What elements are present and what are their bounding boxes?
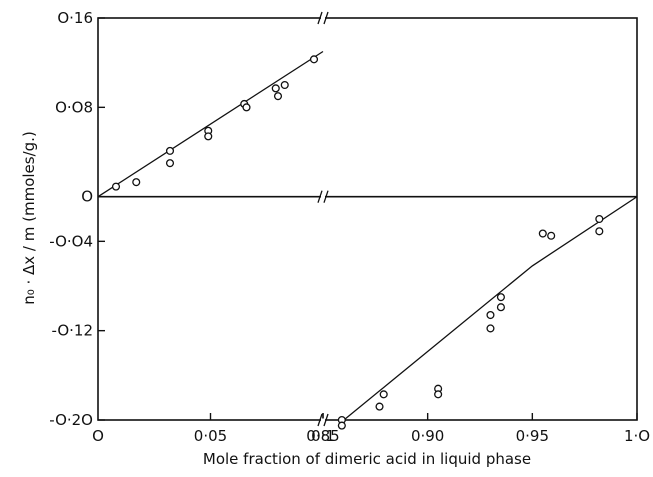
data-point [496, 303, 505, 312]
fit-line [343, 196, 638, 421]
data-point [486, 324, 495, 333]
x-tick-label: 0·95 [516, 427, 549, 445]
data-point [111, 182, 121, 191]
data-point [280, 80, 289, 90]
y-axis-ticks: O·16 O·O8 O -O·O4 -O·12 -O·2O [49, 9, 105, 429]
x-tick-label: 0·1 [311, 427, 335, 445]
x-tick-label: 0·85 [306, 427, 339, 445]
data-points [111, 55, 604, 430]
data-point [337, 421, 346, 430]
y-tick-label: -O·2O [49, 411, 93, 429]
x-tick-label: 1·O [624, 427, 650, 445]
x-axis-title: Mole fraction of dimeric acid in liquid … [203, 450, 531, 468]
plot-frame [97, 17, 638, 421]
axis-break-marks [317, 11, 329, 427]
data-point [271, 84, 280, 93]
break-mark [323, 190, 329, 203]
y-tick-label: O [81, 188, 93, 206]
y-tick-label: O·O8 [55, 98, 93, 116]
break-mark [317, 11, 323, 25]
data-point [204, 132, 213, 141]
break-gap [321, 16, 325, 20]
y-axis-title: n₀ · Δx / m (mmoles/g.) [20, 131, 38, 305]
data-point [538, 229, 547, 238]
data-point [132, 178, 141, 187]
data-point [547, 231, 556, 240]
data-point [486, 310, 495, 320]
data-point [496, 293, 505, 302]
break-gap [321, 418, 325, 422]
data-point [165, 146, 175, 155]
y-tick-label: -O·O4 [49, 232, 93, 250]
data-point [165, 159, 175, 168]
data-point [595, 227, 604, 236]
data-point [242, 103, 251, 112]
data-point [434, 390, 443, 399]
x-tick-label: 0·90 [411, 427, 444, 445]
data-point [309, 55, 319, 64]
data-point [375, 402, 384, 411]
break-mark [317, 190, 323, 203]
break-mark [323, 11, 329, 25]
y-tick-label: -O·12 [52, 322, 94, 340]
break-gap [321, 195, 325, 199]
break-mark [317, 413, 323, 427]
data-point [595, 214, 604, 224]
data-point [273, 92, 283, 101]
x-tick-label: O [92, 427, 104, 445]
fit-lines [97, 50, 638, 421]
data-point [379, 390, 388, 399]
break-mark [323, 413, 329, 427]
y-tick-label: O·16 [57, 9, 93, 27]
x-axis-ticks: O 0·05 0·10·85 0·90 0·95 1·O [92, 413, 650, 445]
x-tick-label: 0·05 [194, 427, 227, 445]
fit-line [97, 50, 324, 198]
